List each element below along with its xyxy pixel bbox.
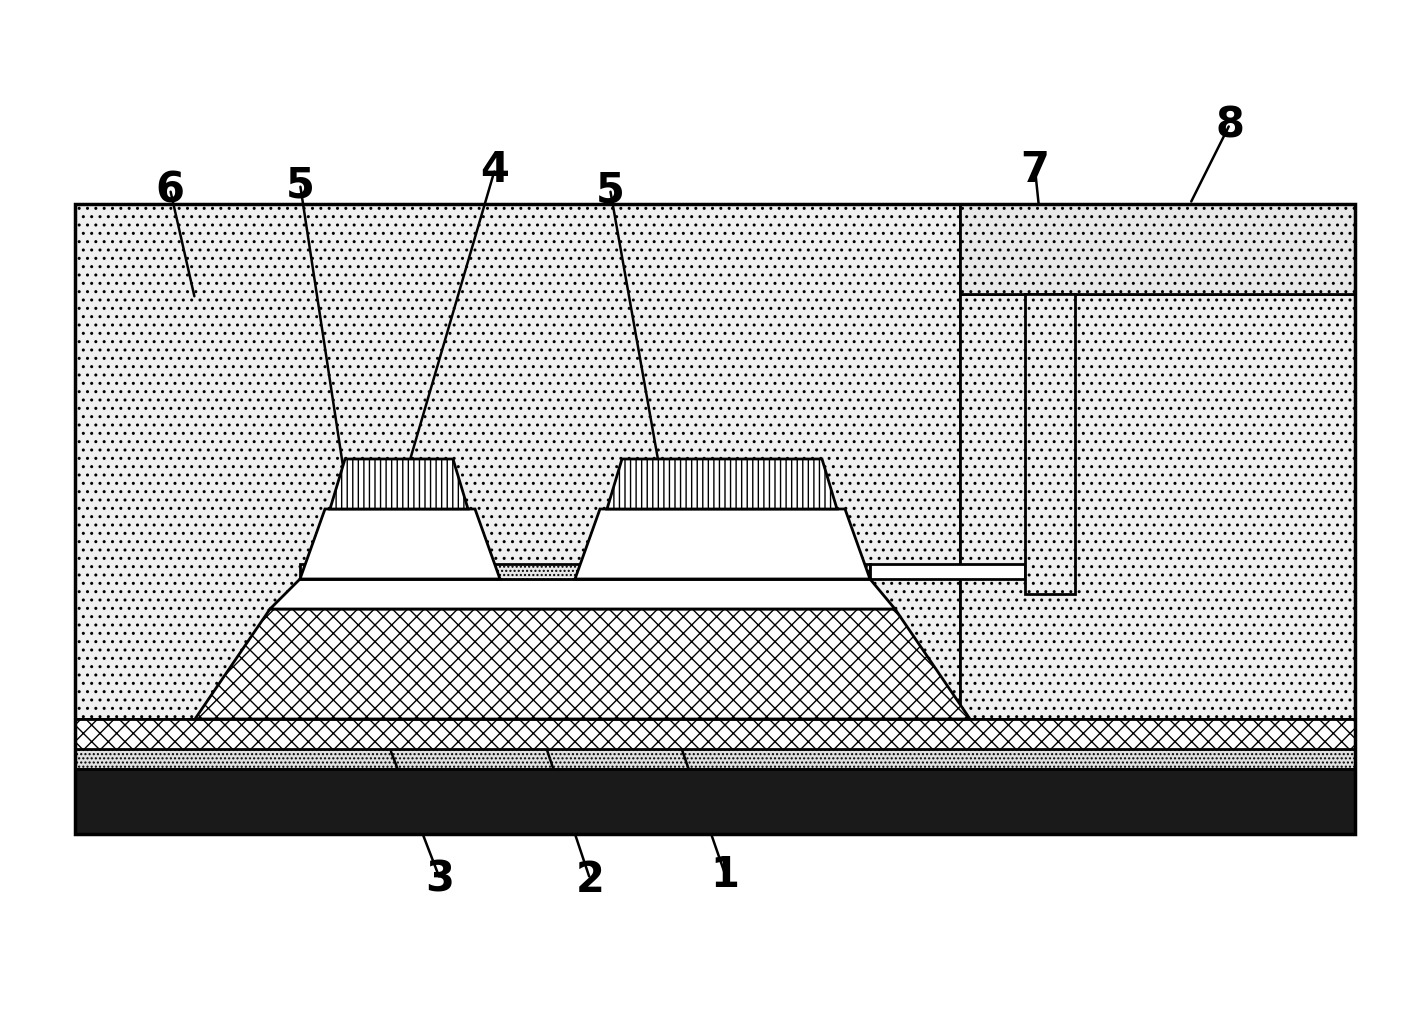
Polygon shape: [195, 609, 970, 719]
Polygon shape: [1025, 294, 1075, 594]
Text: 6: 6: [156, 169, 184, 211]
Polygon shape: [960, 294, 1356, 719]
Text: 5: 5: [285, 164, 314, 206]
Text: 2: 2: [575, 858, 605, 900]
Polygon shape: [300, 510, 499, 580]
Polygon shape: [76, 719, 1356, 769]
Polygon shape: [870, 565, 1025, 580]
Polygon shape: [300, 565, 870, 580]
Text: 3: 3: [425, 858, 455, 900]
Text: 4: 4: [481, 149, 509, 191]
Text: 1: 1: [711, 853, 739, 895]
Polygon shape: [960, 205, 1356, 294]
Bar: [76, 205, 1356, 835]
Polygon shape: [270, 580, 895, 609]
Polygon shape: [606, 460, 838, 510]
Polygon shape: [330, 460, 468, 510]
Polygon shape: [575, 510, 870, 580]
Polygon shape: [76, 205, 960, 719]
Polygon shape: [76, 769, 1356, 835]
Text: 5: 5: [595, 169, 625, 211]
Polygon shape: [76, 719, 1356, 749]
Text: 8: 8: [1216, 104, 1244, 146]
Text: 7: 7: [1020, 149, 1049, 191]
